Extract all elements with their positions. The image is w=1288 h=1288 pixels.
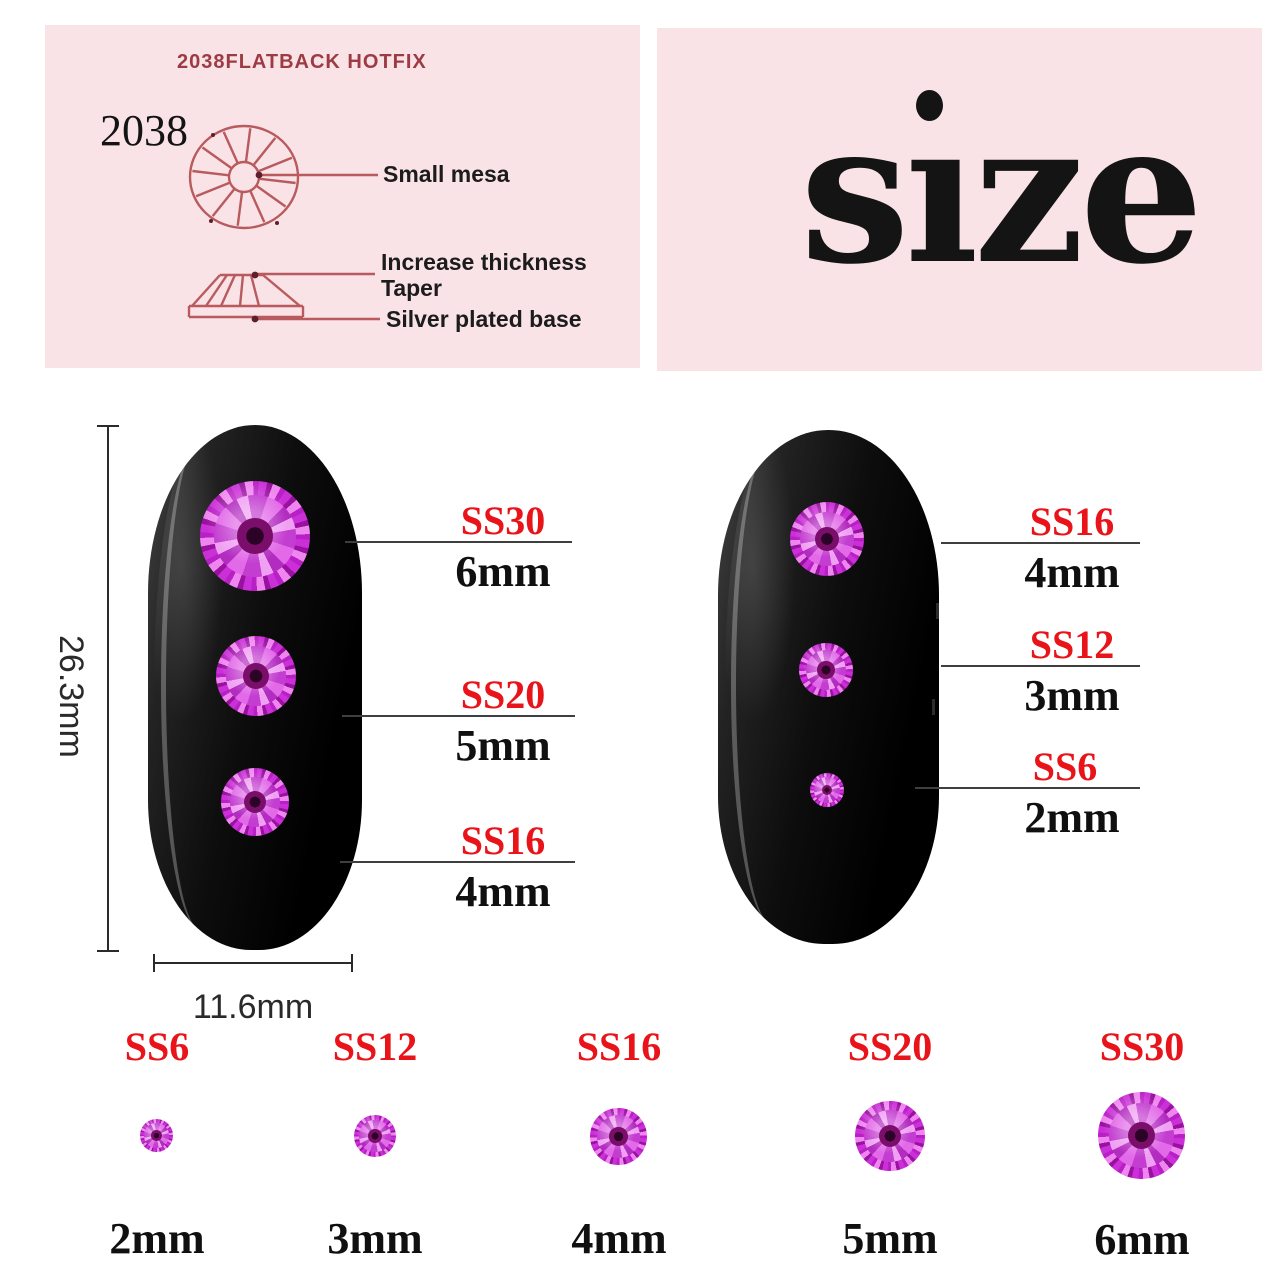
chart-ss16-size: 4mm [571,1214,667,1263]
leader-ss16-left [340,861,575,863]
gem-ss6 [810,773,844,807]
gem-ss12 [799,643,853,697]
chart-ss12-code: SS12 [332,1024,418,1069]
label-ss30-code: SS30 [460,498,546,543]
size-heading: sıze [800,95,1204,290]
label-ss16-right-size: 4mm [1024,548,1120,597]
detached-i-dot-icon [916,90,943,121]
leader-ss20 [342,715,575,717]
nail-edge-tick-2 [932,699,935,715]
rhinestone-diagram [187,124,380,323]
length-dimension-line [97,425,119,952]
callout-silver-plated-base: Silver plated base [386,306,582,332]
chart-gem-ss12 [354,1115,396,1157]
callout-increase-thickness: Increase thickness [381,249,587,275]
spec-panel: 2038FLATBACK HOTFIX 2038 Small mesa Incr… [45,25,640,368]
label-ss20-size: 5mm [455,721,551,770]
label-ss30-size: 6mm [455,547,551,596]
spec-model-number: 2038 [100,106,188,155]
chart-gem-ss16 [590,1108,647,1165]
chart-gem-ss6 [140,1119,173,1152]
chart-ss30-size: 6mm [1094,1215,1190,1264]
length-dimension-label: 26.3mm [52,635,90,758]
size-heading-s: s [800,78,910,307]
width-dimension-line [153,954,353,972]
label-ss6-size: 2mm [1024,793,1120,842]
chart-ss6-size: 2mm [109,1214,205,1263]
label-ss20-code: SS20 [460,672,546,717]
spec-title: 2038FLATBACK HOTFIX [177,51,427,73]
chart-ss6-code: SS6 [124,1024,190,1069]
label-ss16-left-code: SS16 [460,818,546,863]
callout-taper: Taper [381,275,442,301]
label-ss16-right-code: SS16 [1029,499,1115,544]
chart-ss16-code: SS16 [576,1024,662,1069]
size-heading-ze: ze [973,78,1204,307]
gem-ss30 [200,481,310,591]
gem-ss16-right [790,502,864,576]
chart-gem-ss30 [1098,1092,1185,1179]
leader-ss6 [915,787,1140,789]
callout-small-mesa: Small mesa [383,161,510,187]
size-heading-panel [657,28,1262,371]
width-dimension-label: 11.6mm [192,988,314,1026]
leader-ss12 [941,665,1140,667]
leader-ss16-right [941,542,1140,544]
size-heading-i: ı [904,78,979,307]
topview-outline [188,124,300,230]
chart-ss20-code: SS20 [847,1024,933,1069]
chart-gem-ss20 [855,1101,925,1171]
chart-ss12-size: 3mm [327,1214,423,1263]
leader-ss30 [345,541,572,543]
label-ss12-code: SS12 [1029,622,1115,667]
gem-ss20 [216,636,296,716]
label-ss16-left-size: 4mm [455,867,551,916]
chart-ss30-code: SS30 [1099,1024,1185,1069]
chart-ss20-size: 5mm [842,1214,938,1263]
gem-ss16-left [221,768,289,836]
topview-table [227,160,261,194]
nail-edge-tick-1 [936,603,939,619]
label-ss6-code: SS6 [1032,744,1098,789]
label-ss12-size: 3mm [1024,671,1120,720]
